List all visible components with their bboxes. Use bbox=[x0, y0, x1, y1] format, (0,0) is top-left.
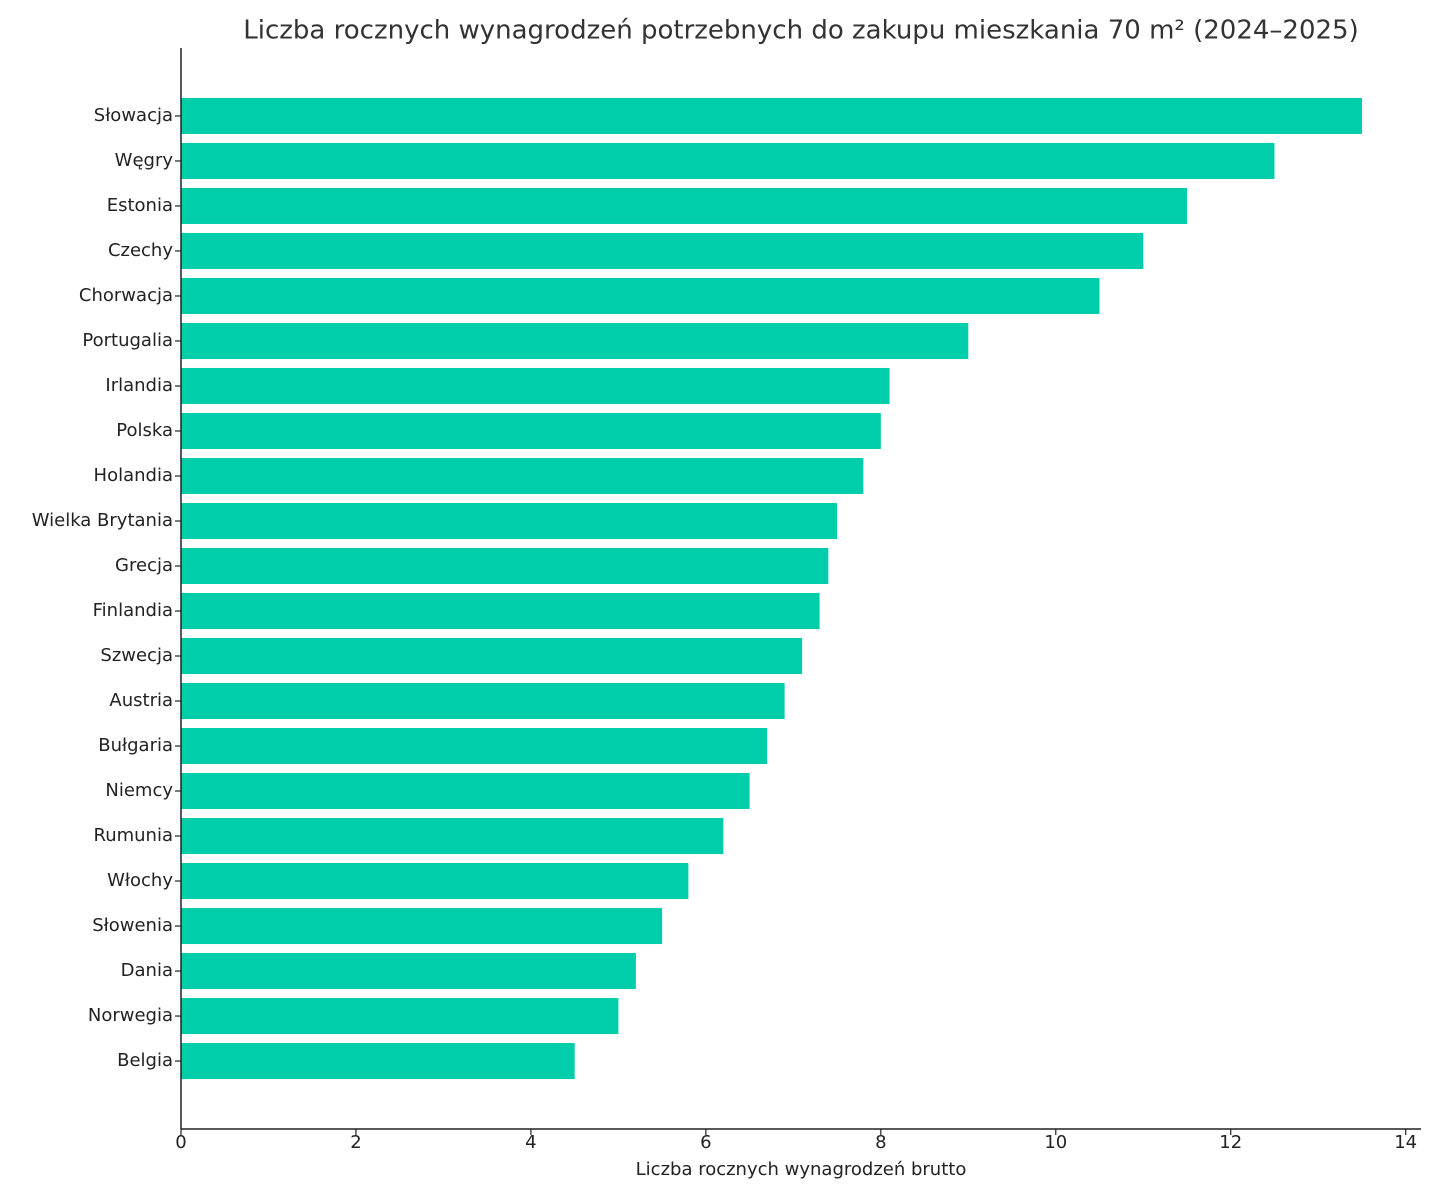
bar bbox=[181, 457, 864, 494]
y-tick-label: Holandia bbox=[94, 465, 173, 486]
x-axis-label: Liczba rocznych wynagrodzeń brutto bbox=[636, 1159, 967, 1180]
y-tick-label: Rumunia bbox=[94, 825, 174, 846]
y-tick-label: Wielka Brytania bbox=[32, 510, 173, 531]
bar bbox=[181, 277, 1100, 314]
x-tick-label: 6 bbox=[700, 1132, 711, 1153]
chart-title: Liczba rocznych wynagrodzeń potrzebnych … bbox=[243, 16, 1358, 46]
bar bbox=[181, 412, 881, 449]
bar bbox=[181, 142, 1275, 179]
bar bbox=[181, 547, 829, 584]
x-tick-label: 10 bbox=[1044, 1132, 1067, 1153]
y-tick-label: Finlandia bbox=[93, 600, 173, 621]
bar bbox=[181, 593, 820, 630]
bar bbox=[181, 1043, 575, 1080]
y-tick-label: Słowenia bbox=[92, 915, 173, 936]
y-tick-label: Czechy bbox=[108, 240, 173, 261]
x-tick-label: 8 bbox=[875, 1132, 886, 1153]
bar bbox=[181, 232, 1144, 269]
bar bbox=[181, 502, 838, 539]
x-tick-label: 2 bbox=[350, 1132, 361, 1153]
bar bbox=[181, 863, 689, 900]
bar bbox=[181, 908, 663, 945]
x-tick-label: 0 bbox=[175, 1132, 186, 1153]
x-tick-label: 14 bbox=[1394, 1132, 1417, 1153]
y-tick-label: Dania bbox=[121, 960, 173, 981]
bar bbox=[181, 322, 969, 359]
y-tick-label: Austria bbox=[109, 690, 173, 711]
y-tick-label: Norwegia bbox=[88, 1005, 173, 1026]
bar bbox=[181, 97, 1362, 134]
bar bbox=[181, 638, 803, 675]
bar bbox=[181, 187, 1187, 224]
y-tick-label: Polska bbox=[116, 420, 173, 441]
y-tick-label: Belgia bbox=[117, 1050, 173, 1071]
y-tick-label: Chorwacja bbox=[79, 285, 173, 306]
bar bbox=[181, 998, 619, 1035]
y-tick-label: Estonia bbox=[107, 195, 173, 216]
y-tick-label: Włochy bbox=[107, 870, 173, 891]
y-tick-label: Grecja bbox=[115, 555, 173, 576]
x-tick-label: 12 bbox=[1219, 1132, 1242, 1153]
bar bbox=[181, 728, 768, 765]
x-tick-label: 4 bbox=[525, 1132, 536, 1153]
bar bbox=[181, 367, 890, 404]
y-tick-label: Portugalia bbox=[82, 330, 173, 351]
y-tick-label: Szwecja bbox=[100, 645, 173, 666]
bar bbox=[181, 683, 785, 720]
bar bbox=[181, 773, 750, 810]
y-tick-label: Bułgaria bbox=[98, 735, 173, 756]
y-tick-label: Węgry bbox=[115, 150, 174, 171]
bar bbox=[181, 818, 724, 855]
y-tick-label: Słowacja bbox=[94, 105, 173, 126]
y-tick-label: Niemcy bbox=[105, 780, 173, 801]
y-tick-label: Irlandia bbox=[105, 375, 173, 396]
bar bbox=[181, 953, 636, 990]
